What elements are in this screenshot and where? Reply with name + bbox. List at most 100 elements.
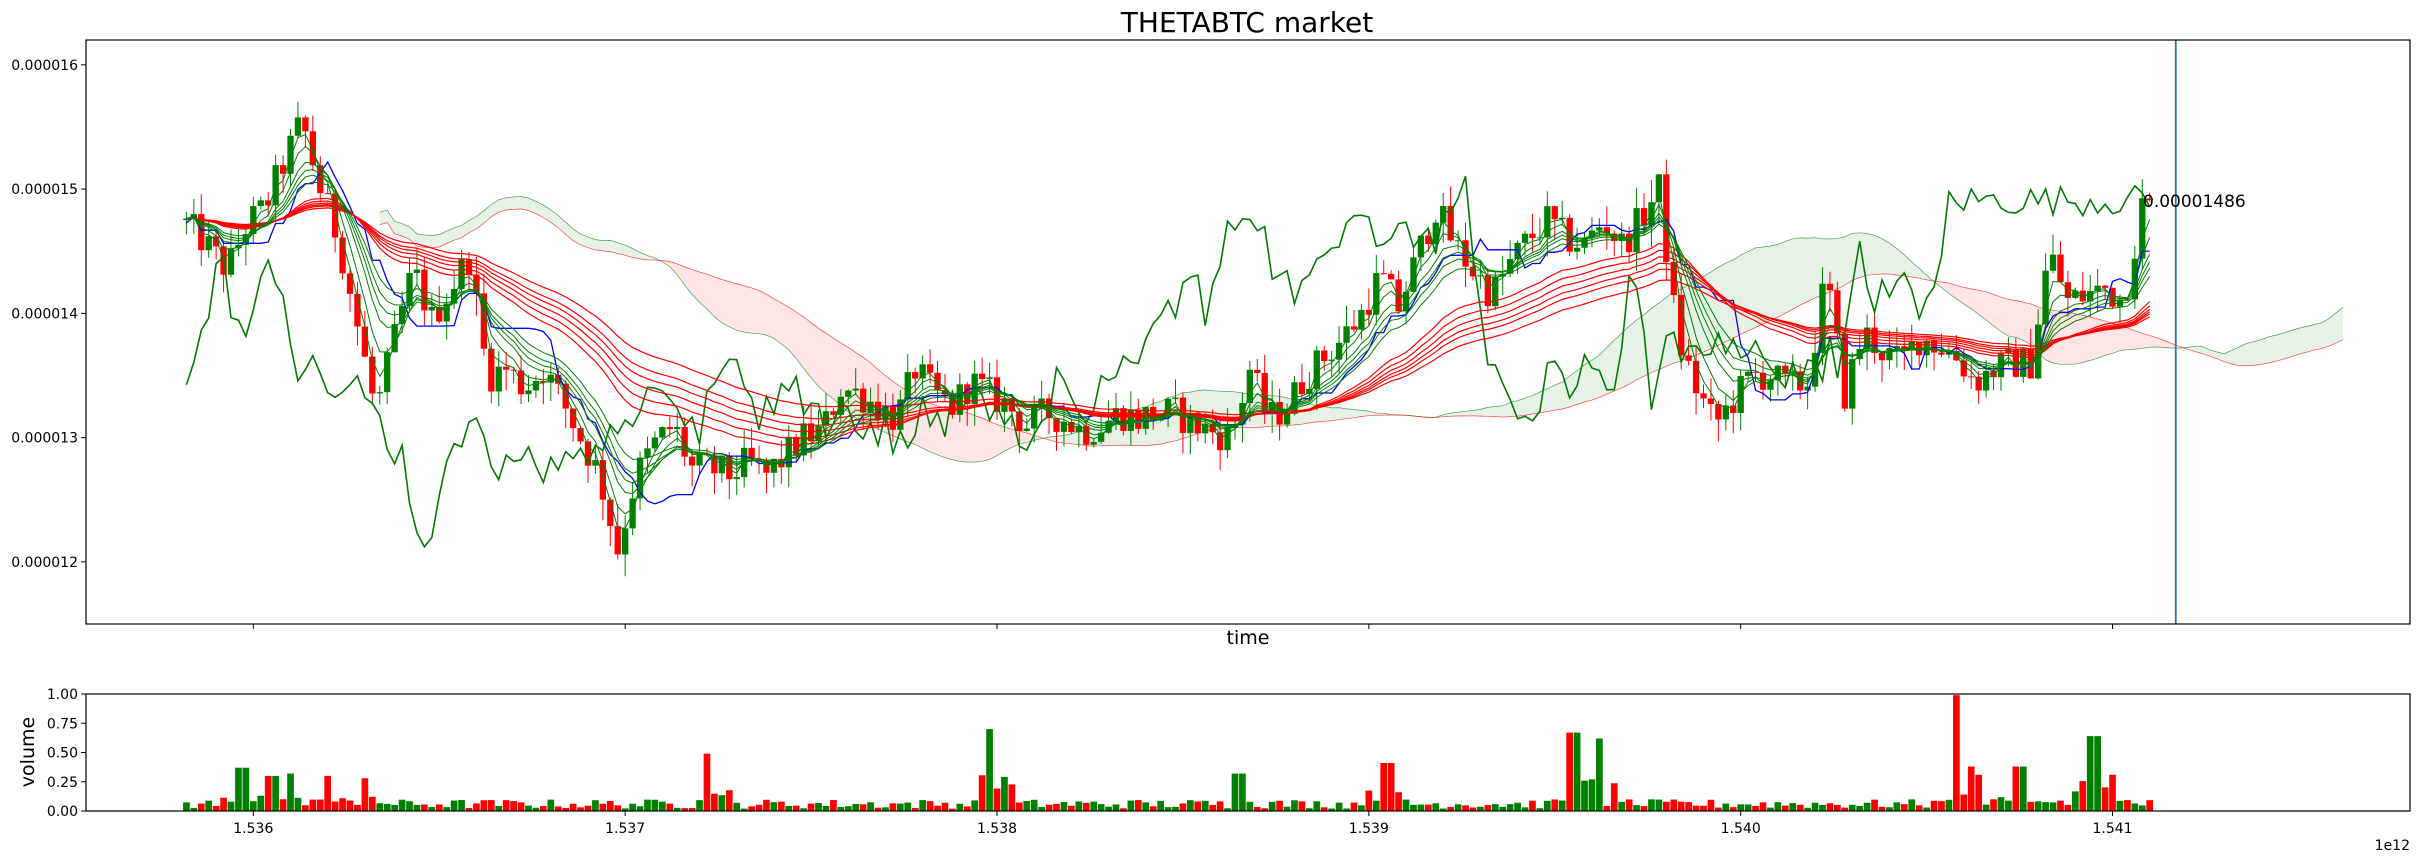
volume-bar-101 [934, 806, 941, 811]
candle-body-63 [652, 437, 658, 448]
candle-body-59 [622, 528, 628, 554]
volume-bar-189 [1589, 779, 1596, 811]
volume-bar-220 [1819, 805, 1826, 811]
volume-bar-147 [1276, 801, 1283, 811]
volume-bar-179 [1514, 803, 1521, 811]
candle-body-240 [1968, 376, 1974, 377]
volume-bar-264 [2146, 800, 2153, 811]
volume-bar-253 [2065, 805, 2072, 811]
volume-bar-23 [354, 805, 361, 811]
volume-bar-258 [2102, 787, 2109, 811]
volume-bar-175 [1484, 805, 1491, 811]
volume-bar-195 [1633, 805, 1640, 811]
volume-bar-84 [808, 804, 815, 811]
volume-bar-118 [1061, 802, 1068, 811]
candle-body-144 [1254, 370, 1260, 373]
candle-body-184 [1552, 206, 1558, 219]
volume-bar-224 [1849, 805, 1856, 811]
volume-ytick-label-4: 1.00 [47, 687, 78, 703]
volume-bar-13 [280, 799, 287, 811]
volume-bar-61 [637, 806, 644, 811]
volume-bar-92 [867, 802, 874, 811]
volume-bar-197 [1648, 799, 1655, 811]
volume-bar-211 [1752, 806, 1759, 811]
volume-bar-252 [2057, 801, 2064, 811]
volume-bar-54 [585, 806, 592, 811]
candle-body-236 [1938, 353, 1944, 355]
volume-bar-138 [1209, 805, 1216, 811]
volume-bar-150 [1299, 801, 1306, 811]
candle-body-3 [206, 236, 212, 250]
volume-bar-134 [1180, 803, 1187, 811]
volume-bar-245 [2005, 801, 2012, 811]
volume-ytick-label-3: 0.75 [47, 716, 78, 732]
volume-bar-186 [1566, 733, 1573, 811]
candle-body-58 [615, 526, 621, 554]
volume-bar-123 [1098, 804, 1105, 811]
volume-bar-254 [2072, 791, 2079, 811]
volume-bar-248 [2027, 802, 2034, 811]
volume-bar-30 [406, 801, 413, 811]
volume-bar-250 [2042, 802, 2049, 811]
volume-bar-166 [1418, 805, 1425, 811]
volume-bar-129 [1142, 802, 1149, 811]
volume-bar-39 [473, 803, 480, 811]
volume-bar-86 [823, 806, 830, 811]
volume-bar-133 [1172, 807, 1179, 811]
volume-bar-125 [1113, 804, 1120, 811]
volume-bar-44 [510, 801, 517, 811]
volume-bar-106 [971, 800, 978, 811]
volume-bar-260 [2117, 801, 2124, 811]
volume-bar-233 [1916, 805, 1923, 811]
volume-bar-183 [1544, 801, 1551, 811]
volume-bar-78 [763, 800, 770, 811]
volume-bar-184 [1551, 799, 1558, 811]
volume-bar-199 [1663, 802, 1670, 811]
volume-bar-41 [488, 800, 495, 811]
volume-axis-label: volume [17, 717, 39, 787]
volume-bar-162 [1388, 763, 1395, 811]
volume-bar-137 [1202, 801, 1209, 811]
candle-body-67 [682, 427, 688, 457]
volume-bar-57 [607, 801, 614, 811]
volume-bar-27 [384, 804, 391, 811]
volume-bar-18 [317, 800, 324, 811]
volume-bar-146 [1269, 802, 1276, 811]
volume-ytick-label-0: 0.00 [47, 804, 78, 820]
candle-body-133 [1172, 398, 1178, 399]
volume-bar-0 [183, 802, 190, 811]
volume-bar-72 [718, 795, 725, 811]
candle-body-224 [1849, 359, 1855, 408]
candle-body-74 [734, 477, 740, 479]
price-ytick-label-3: 0.000015 [11, 182, 78, 198]
volume-bar-207 [1722, 804, 1729, 811]
volume-bar-43 [503, 800, 510, 811]
candle-body-139 [1217, 432, 1223, 450]
volume-bar-239 [1960, 795, 1967, 811]
candle-body-221 [1827, 284, 1833, 290]
volume-bar-48 [540, 806, 547, 811]
volume-bar-168 [1432, 803, 1439, 811]
candle-body-107 [979, 374, 985, 379]
candle-body-69 [696, 454, 702, 466]
volume-bar-198 [1656, 800, 1663, 811]
volume-bar-204 [1700, 806, 1707, 811]
volume-bar-114 [1031, 800, 1038, 811]
candle-body-33 [429, 307, 435, 311]
candle-body-25 [369, 357, 375, 394]
volume-bar-142 [1239, 774, 1246, 811]
volume-bar-209 [1737, 804, 1744, 811]
candle-body-205 [1708, 398, 1714, 404]
candle-body-250 [2042, 271, 2048, 325]
volume-bar-174 [1477, 807, 1484, 811]
price-ytick-label-1: 0.000013 [11, 431, 78, 447]
volume-bar-85 [815, 803, 822, 811]
candle-body-66 [674, 427, 680, 429]
volume-bar-246 [2013, 767, 2020, 811]
volume-bar-71 [711, 794, 718, 811]
volume-bar-235 [1931, 801, 1938, 811]
price-ytick-label-2: 0.000014 [11, 306, 78, 322]
volume-bar-255 [2079, 781, 2086, 811]
volume-bar-20 [332, 801, 339, 811]
